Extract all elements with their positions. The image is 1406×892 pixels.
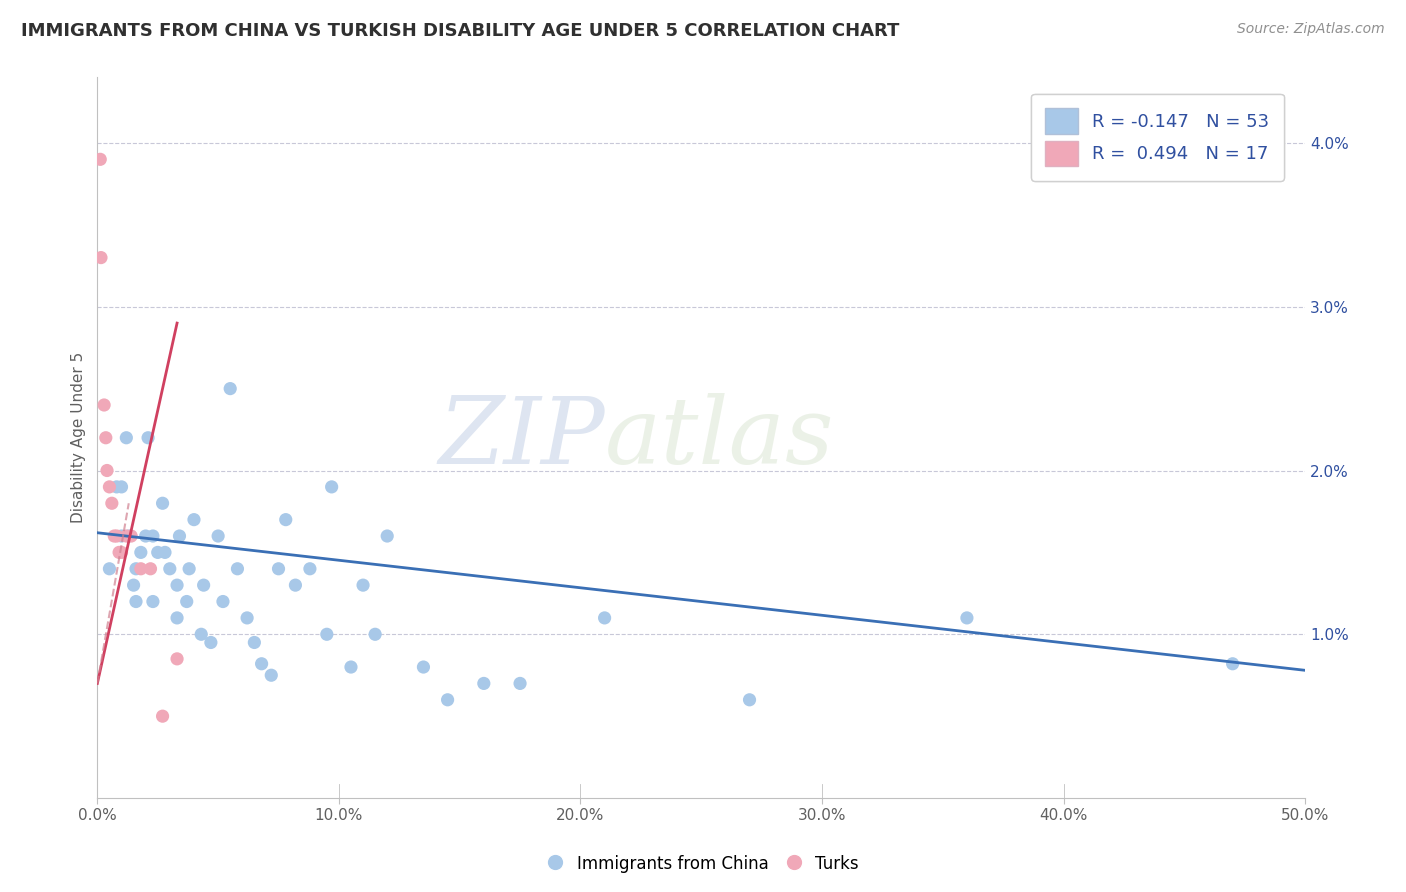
Point <box>274 513 297 527</box>
Point <box>179 562 201 576</box>
Point <box>110 480 132 494</box>
Point <box>152 496 174 510</box>
Point <box>436 693 458 707</box>
Point <box>152 709 174 723</box>
Point <box>236 611 259 625</box>
Legend: R = -0.147   N = 53, R =  0.494   N = 17: R = -0.147 N = 53, R = 0.494 N = 17 <box>1031 94 1284 181</box>
Point <box>315 627 337 641</box>
Point <box>96 463 118 477</box>
Point <box>139 562 162 576</box>
Point <box>1222 657 1244 671</box>
Point <box>166 652 188 666</box>
Point <box>169 529 191 543</box>
Point <box>94 431 117 445</box>
Point <box>129 562 152 576</box>
Point <box>159 562 181 576</box>
Point <box>105 529 128 543</box>
Point <box>136 431 159 445</box>
Point <box>103 529 125 543</box>
Point <box>207 529 229 543</box>
Point <box>226 562 249 576</box>
Point <box>284 578 307 592</box>
Point <box>412 660 434 674</box>
Point <box>176 594 198 608</box>
Point <box>267 562 290 576</box>
Point <box>98 562 121 576</box>
Point <box>125 562 148 576</box>
Point <box>593 611 616 625</box>
Point <box>129 545 152 559</box>
Point <box>93 398 115 412</box>
Point <box>321 480 343 494</box>
Text: ZIP: ZIP <box>439 392 605 483</box>
Point <box>509 676 531 690</box>
Point <box>142 594 165 608</box>
Point <box>125 594 148 608</box>
Point <box>89 153 111 167</box>
Legend: Immigrants from China, Turks: Immigrants from China, Turks <box>540 848 866 880</box>
Point <box>219 382 242 396</box>
Point <box>98 480 121 494</box>
Point <box>166 578 188 592</box>
Point <box>183 513 205 527</box>
Point <box>340 660 363 674</box>
Point <box>115 431 138 445</box>
Point <box>110 529 132 543</box>
Point <box>364 627 387 641</box>
Point <box>375 529 398 543</box>
Point <box>243 635 266 649</box>
Point <box>135 529 157 543</box>
Point <box>212 594 235 608</box>
Point <box>352 578 374 592</box>
Point <box>200 635 222 649</box>
Point <box>260 668 283 682</box>
Point <box>738 693 761 707</box>
Point <box>115 529 138 543</box>
Point <box>110 545 132 559</box>
Text: IMMIGRANTS FROM CHINA VS TURKISH DISABILITY AGE UNDER 5 CORRELATION CHART: IMMIGRANTS FROM CHINA VS TURKISH DISABIL… <box>21 22 900 40</box>
Point <box>298 562 321 576</box>
Point <box>118 529 141 543</box>
Point <box>250 657 273 671</box>
Point <box>956 611 979 625</box>
Point <box>108 545 131 559</box>
Point <box>190 627 212 641</box>
Point <box>101 496 124 510</box>
Y-axis label: Disability Age Under 5: Disability Age Under 5 <box>72 352 86 524</box>
Point <box>142 529 165 543</box>
Point <box>166 611 188 625</box>
Point <box>193 578 215 592</box>
Text: atlas: atlas <box>605 392 834 483</box>
Point <box>472 676 495 690</box>
Point <box>153 545 176 559</box>
Point <box>105 480 128 494</box>
Point <box>120 529 142 543</box>
Text: Source: ZipAtlas.com: Source: ZipAtlas.com <box>1237 22 1385 37</box>
Point <box>146 545 169 559</box>
Point <box>122 578 145 592</box>
Point <box>90 251 112 265</box>
